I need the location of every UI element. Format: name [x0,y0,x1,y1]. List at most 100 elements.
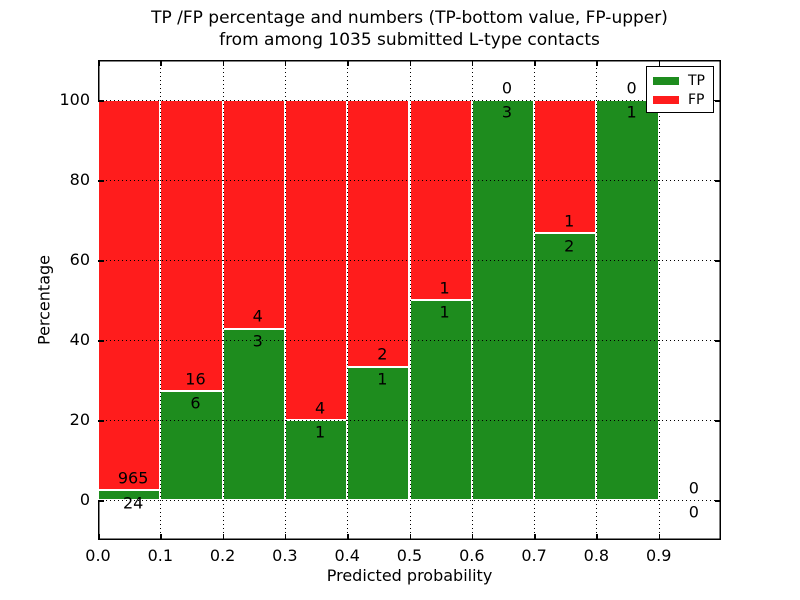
tp-count-label: 1 [626,102,637,122]
x-tick-label: 0.4 [334,546,360,565]
tp-color-swatch [653,76,679,85]
tp-bar [347,366,410,500]
tp-count-label: 3 [252,331,263,351]
fp-count-label: 16 [185,369,206,388]
x-tick [471,534,474,540]
fp-count-label: 1 [564,211,575,231]
x-tick-label: 0.0 [85,546,111,565]
x-tick [347,60,349,66]
tp-bar [98,490,161,500]
y-tick [98,180,104,182]
x-tick [284,60,287,66]
tp-bar [409,300,472,500]
tp-bar [534,233,597,500]
x-tick-label: 0.5 [396,546,423,565]
fp-count-label: 0 [501,78,513,98]
x-tick [596,60,598,66]
x-tick-label: 0.8 [583,546,610,565]
y-tick-label: 0 [79,490,90,509]
x-tick [409,534,411,540]
tp-count-label: 0 [688,502,699,522]
x-tick-label: 0.6 [459,546,485,565]
plot-area: 965 24 16 6 4 3 4 1 2 1 1 1 0 3 1 2 0 1 0 0 [98,60,721,540]
y-tick [715,100,721,102]
y-tick-label: 40 [69,330,90,349]
y-tick [98,260,104,262]
y-tick [715,500,721,502]
tp-count-label: 2 [564,236,575,256]
fp-count-label: 4 [252,306,263,326]
y-tick [715,260,721,262]
legend-label-tp: TP [688,72,705,89]
fp-color-swatch [653,95,679,104]
y-tick [715,340,721,342]
v-gridline [534,60,536,540]
y-tick [98,100,104,102]
tp-bar [596,100,659,500]
x-tick [658,534,661,540]
fp-count-label: 0 [626,78,637,98]
fp-count-label: 4 [314,398,326,418]
x-tick [534,60,536,66]
legend-label-fp: FP [688,91,705,108]
tp-count-label: 24 [122,493,144,513]
x-axis-label: Predicted probability [326,566,493,585]
fp-bar [347,100,410,367]
x-tick [222,534,225,540]
tp-count-label: 1 [314,422,326,442]
legend-item-fp: FP [647,90,713,109]
x-tick [222,60,225,66]
fp-count-label: 0 [688,478,699,498]
x-tick [98,534,100,540]
fp-count-label: 1 [439,278,450,298]
v-gridline [596,60,598,540]
x-tick [471,60,474,66]
x-tick-label: 0.2 [209,546,236,565]
chart-title-line2: from among 1035 submitted L-type contact… [219,30,600,50]
fp-bar [222,100,285,329]
x-tick-label: 0.1 [147,546,174,565]
fp-count-label: 965 [117,468,149,488]
v-gridline [347,60,349,540]
fp-bar [98,100,161,491]
x-tick [160,534,162,540]
v-gridline [222,60,224,540]
x-tick-label: 0.7 [521,546,547,565]
y-tick [98,420,104,422]
y-tick [98,500,104,502]
tp-count-label: 1 [439,302,450,322]
y-tick-label: 100 [59,90,90,109]
y-tick [98,340,104,342]
fp-bar [409,100,472,300]
x-tick [596,534,598,540]
tp-count-label: 1 [377,369,388,389]
x-tick-label: 0.9 [645,546,672,565]
fp-bar [160,100,223,391]
tp-bar [471,100,535,500]
y-tick-label: 60 [69,250,90,269]
x-tick [534,534,536,540]
tp-bar [160,390,223,500]
tp-count-label: 3 [501,102,513,122]
v-gridline [160,60,162,540]
x-tick [658,60,661,66]
x-tick [98,60,100,66]
fp-count-label: 2 [377,344,388,364]
v-gridline [409,60,411,540]
v-gridline [658,60,660,540]
x-tick-label: 0.3 [272,546,298,565]
x-tick [347,534,349,540]
y-tick-label: 80 [69,170,90,189]
tp-bar [222,328,285,500]
y-tick [715,180,721,182]
tp-count-label: 6 [190,393,201,413]
x-tick [409,60,411,66]
chart-title: TP /FP percentage and numbers (TP-bottom… [98,7,721,51]
legend-item-tp: TP [647,71,713,90]
y-tick [715,420,721,422]
legend: TP FP [646,66,714,113]
x-tick [284,534,287,540]
v-gridline [284,60,286,540]
v-gridline [471,60,473,540]
